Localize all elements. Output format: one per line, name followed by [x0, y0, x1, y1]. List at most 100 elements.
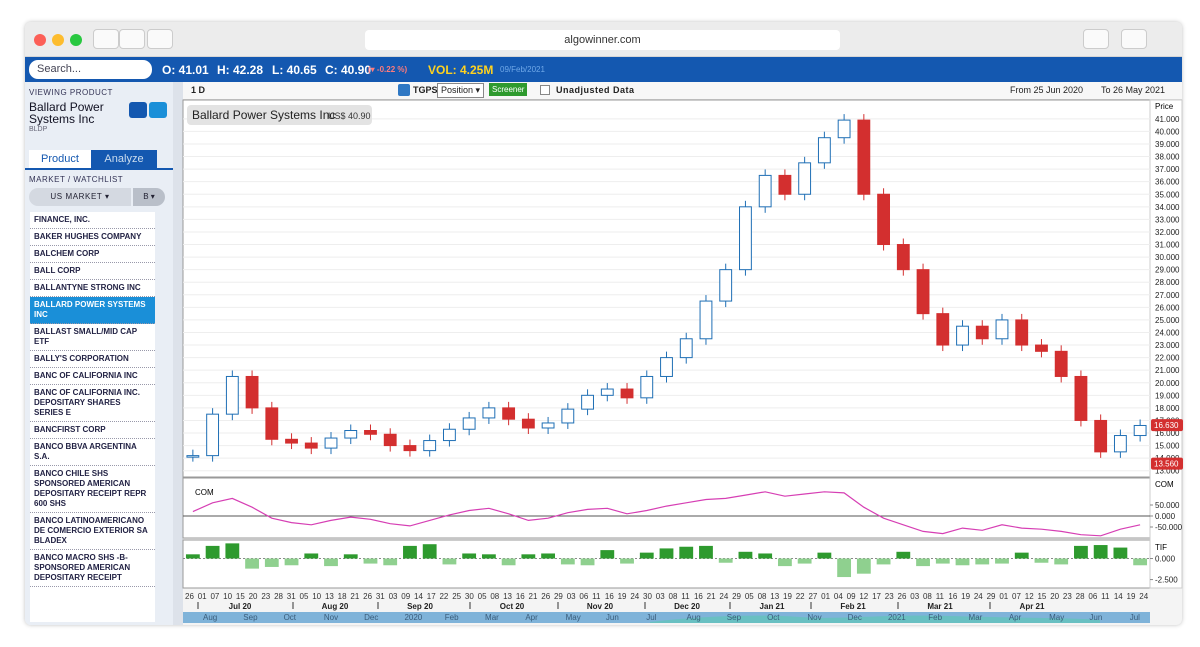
volume: VOL: 4.25M: [428, 63, 494, 77]
y-tick-label: 13.000: [1155, 467, 1180, 476]
x-day-label: 26: [541, 592, 550, 601]
unadjusted-checkbox[interactable]: [540, 85, 550, 95]
y-tick-label: 26.000: [1155, 303, 1180, 312]
x-day-label: 16: [694, 592, 703, 601]
watchlist-item[interactable]: BALL CORP: [30, 263, 155, 280]
candle: [640, 375, 654, 399]
forward-button[interactable]: [119, 29, 145, 49]
x-day-label: 12: [859, 592, 868, 601]
date: 09/Feb/2021: [500, 65, 545, 74]
price-tag: [1151, 419, 1183, 432]
splitter[interactable]: [173, 82, 183, 625]
price-tag: [1151, 457, 1183, 470]
x-day-label: 12: [1025, 592, 1034, 601]
watchlist-item[interactable]: BANC OF CALIFORNIA INC: [30, 368, 155, 385]
y-tick-label: 25.000: [1155, 316, 1180, 325]
x-month-label: Feb 21: [840, 602, 866, 611]
watchlist-item[interactable]: FINANCE, INC.: [30, 212, 155, 229]
tif-bar: [738, 551, 753, 559]
candle: [739, 206, 752, 271]
watchlist-item[interactable]: BAKER HUGHES COMPANY: [30, 229, 155, 246]
back-button[interactable]: [93, 29, 119, 49]
x-day-label: 11: [681, 592, 690, 601]
x-day-label: 24: [974, 592, 983, 601]
alert-button[interactable]: [129, 102, 147, 118]
candle: [817, 137, 831, 164]
x-day-label: 24: [1139, 592, 1148, 601]
tif-bar: [699, 545, 713, 559]
watchlist-item[interactable]: BALLARD POWER SYSTEMS INC: [30, 297, 155, 324]
x-day-label: 13: [325, 592, 334, 601]
sidebar: VIEWING PRODUCT Ballard Power Systems In…: [25, 82, 173, 625]
x-day-label: 05: [745, 592, 754, 601]
tif-bar: [422, 544, 437, 559]
tif-bar: [521, 554, 536, 559]
x-day-label: 26: [898, 592, 907, 601]
watchlist-item[interactable]: BANCO BBVA ARGENTINA S.A.: [30, 439, 155, 466]
tabs-button[interactable]: [1121, 29, 1147, 49]
y-tick-label: 33.000: [1155, 215, 1180, 224]
title-bar: algowinner.com: [25, 22, 1182, 57]
tif-bar: [284, 558, 299, 566]
x-day-label: 03: [389, 592, 398, 601]
tif-bar: [758, 553, 773, 559]
interval[interactable]: 1 D: [191, 85, 206, 95]
candle: [265, 407, 279, 440]
candle: [857, 119, 871, 195]
watchlist-item[interactable]: BALCHEM CORP: [30, 246, 155, 263]
from-date[interactable]: From 25 Jun 2020: [1010, 85, 1084, 95]
share-button[interactable]: [1083, 29, 1109, 49]
x-day-label: 08: [758, 592, 767, 601]
tab[interactable]: Analyze: [91, 150, 157, 168]
watch-button[interactable]: [149, 102, 167, 118]
candle: [916, 269, 930, 315]
close-button[interactable]: [34, 34, 46, 46]
watchlist-item[interactable]: BANCO MACRO SHS -B- SPONSORED AMERICAN D…: [30, 550, 155, 587]
search-box[interactable]: Search...: [29, 60, 152, 79]
to-date[interactable]: To 26 May 2021: [1101, 85, 1166, 95]
watchlist-item[interactable]: BALLANTYNE STRONG INC: [30, 280, 155, 297]
tgps-checkbox[interactable]: [398, 84, 410, 96]
zoom-button[interactable]: [70, 34, 82, 46]
sidebar-button[interactable]: [147, 29, 173, 49]
x-day-label: 01: [999, 592, 1008, 601]
x-month-label: Jan 21: [760, 602, 785, 611]
x-month-label: Sep 20: [407, 602, 433, 611]
navigator-label: Dec: [848, 613, 862, 622]
x-day-label: 06: [579, 592, 588, 601]
y-tick-label: 37.000: [1155, 165, 1180, 174]
market-select[interactable]: US MARKET ▾: [29, 188, 131, 206]
position-select[interactable]: Position ▾: [437, 83, 485, 98]
tif-bar: [541, 553, 555, 559]
com-tick-label: -50.000: [1155, 523, 1183, 532]
watchlist-item[interactable]: BANCFIRST CORP: [30, 422, 155, 439]
letter-select[interactable]: B ▾: [133, 188, 165, 206]
x-day-label: 01: [198, 592, 207, 601]
tif-bar: [383, 558, 398, 566]
tif-bar: [856, 558, 871, 574]
candle: [995, 319, 1009, 340]
y-tick-label: 22.000: [1155, 354, 1180, 363]
watchlist-item[interactable]: BANCO LATINOAMERICANO DE COMERCIO EXTERI…: [30, 513, 155, 550]
watchlist-item[interactable]: BANCO CHILE SHS SPONSORED AMERICAN DEPOS…: [30, 466, 155, 513]
address-bar[interactable]: algowinner.com: [365, 30, 840, 50]
open: O: 41.01: [162, 63, 209, 77]
title-box: [187, 105, 372, 125]
watchlist-item[interactable]: BALLAST SMALL/MID CAP ETF: [30, 324, 155, 351]
x-day-label: 04: [834, 592, 843, 601]
tab[interactable]: Product: [29, 150, 91, 168]
x-day-label: 19: [961, 592, 970, 601]
watchlist-item[interactable]: BALLY'S CORPORATION: [30, 351, 155, 368]
x-month-label: Aug 20: [322, 602, 349, 611]
x-day-label: 10: [223, 592, 232, 601]
watchlist-item[interactable]: BANC OF CALIFORNIA INC. DEPOSITARY SHARE…: [30, 385, 155, 422]
com-tick-label: 0.000: [1155, 512, 1176, 521]
tif-bar: [304, 553, 319, 559]
viewing-label: VIEWING PRODUCT: [29, 88, 113, 97]
x-day-label: 17: [427, 592, 436, 601]
screener-button[interactable]: Screener: [489, 83, 528, 96]
minimize-button[interactable]: [52, 34, 64, 46]
section-label: MARKET / WATCHLIST: [29, 175, 124, 184]
candle: [600, 388, 614, 396]
tif-bar: [679, 546, 694, 559]
